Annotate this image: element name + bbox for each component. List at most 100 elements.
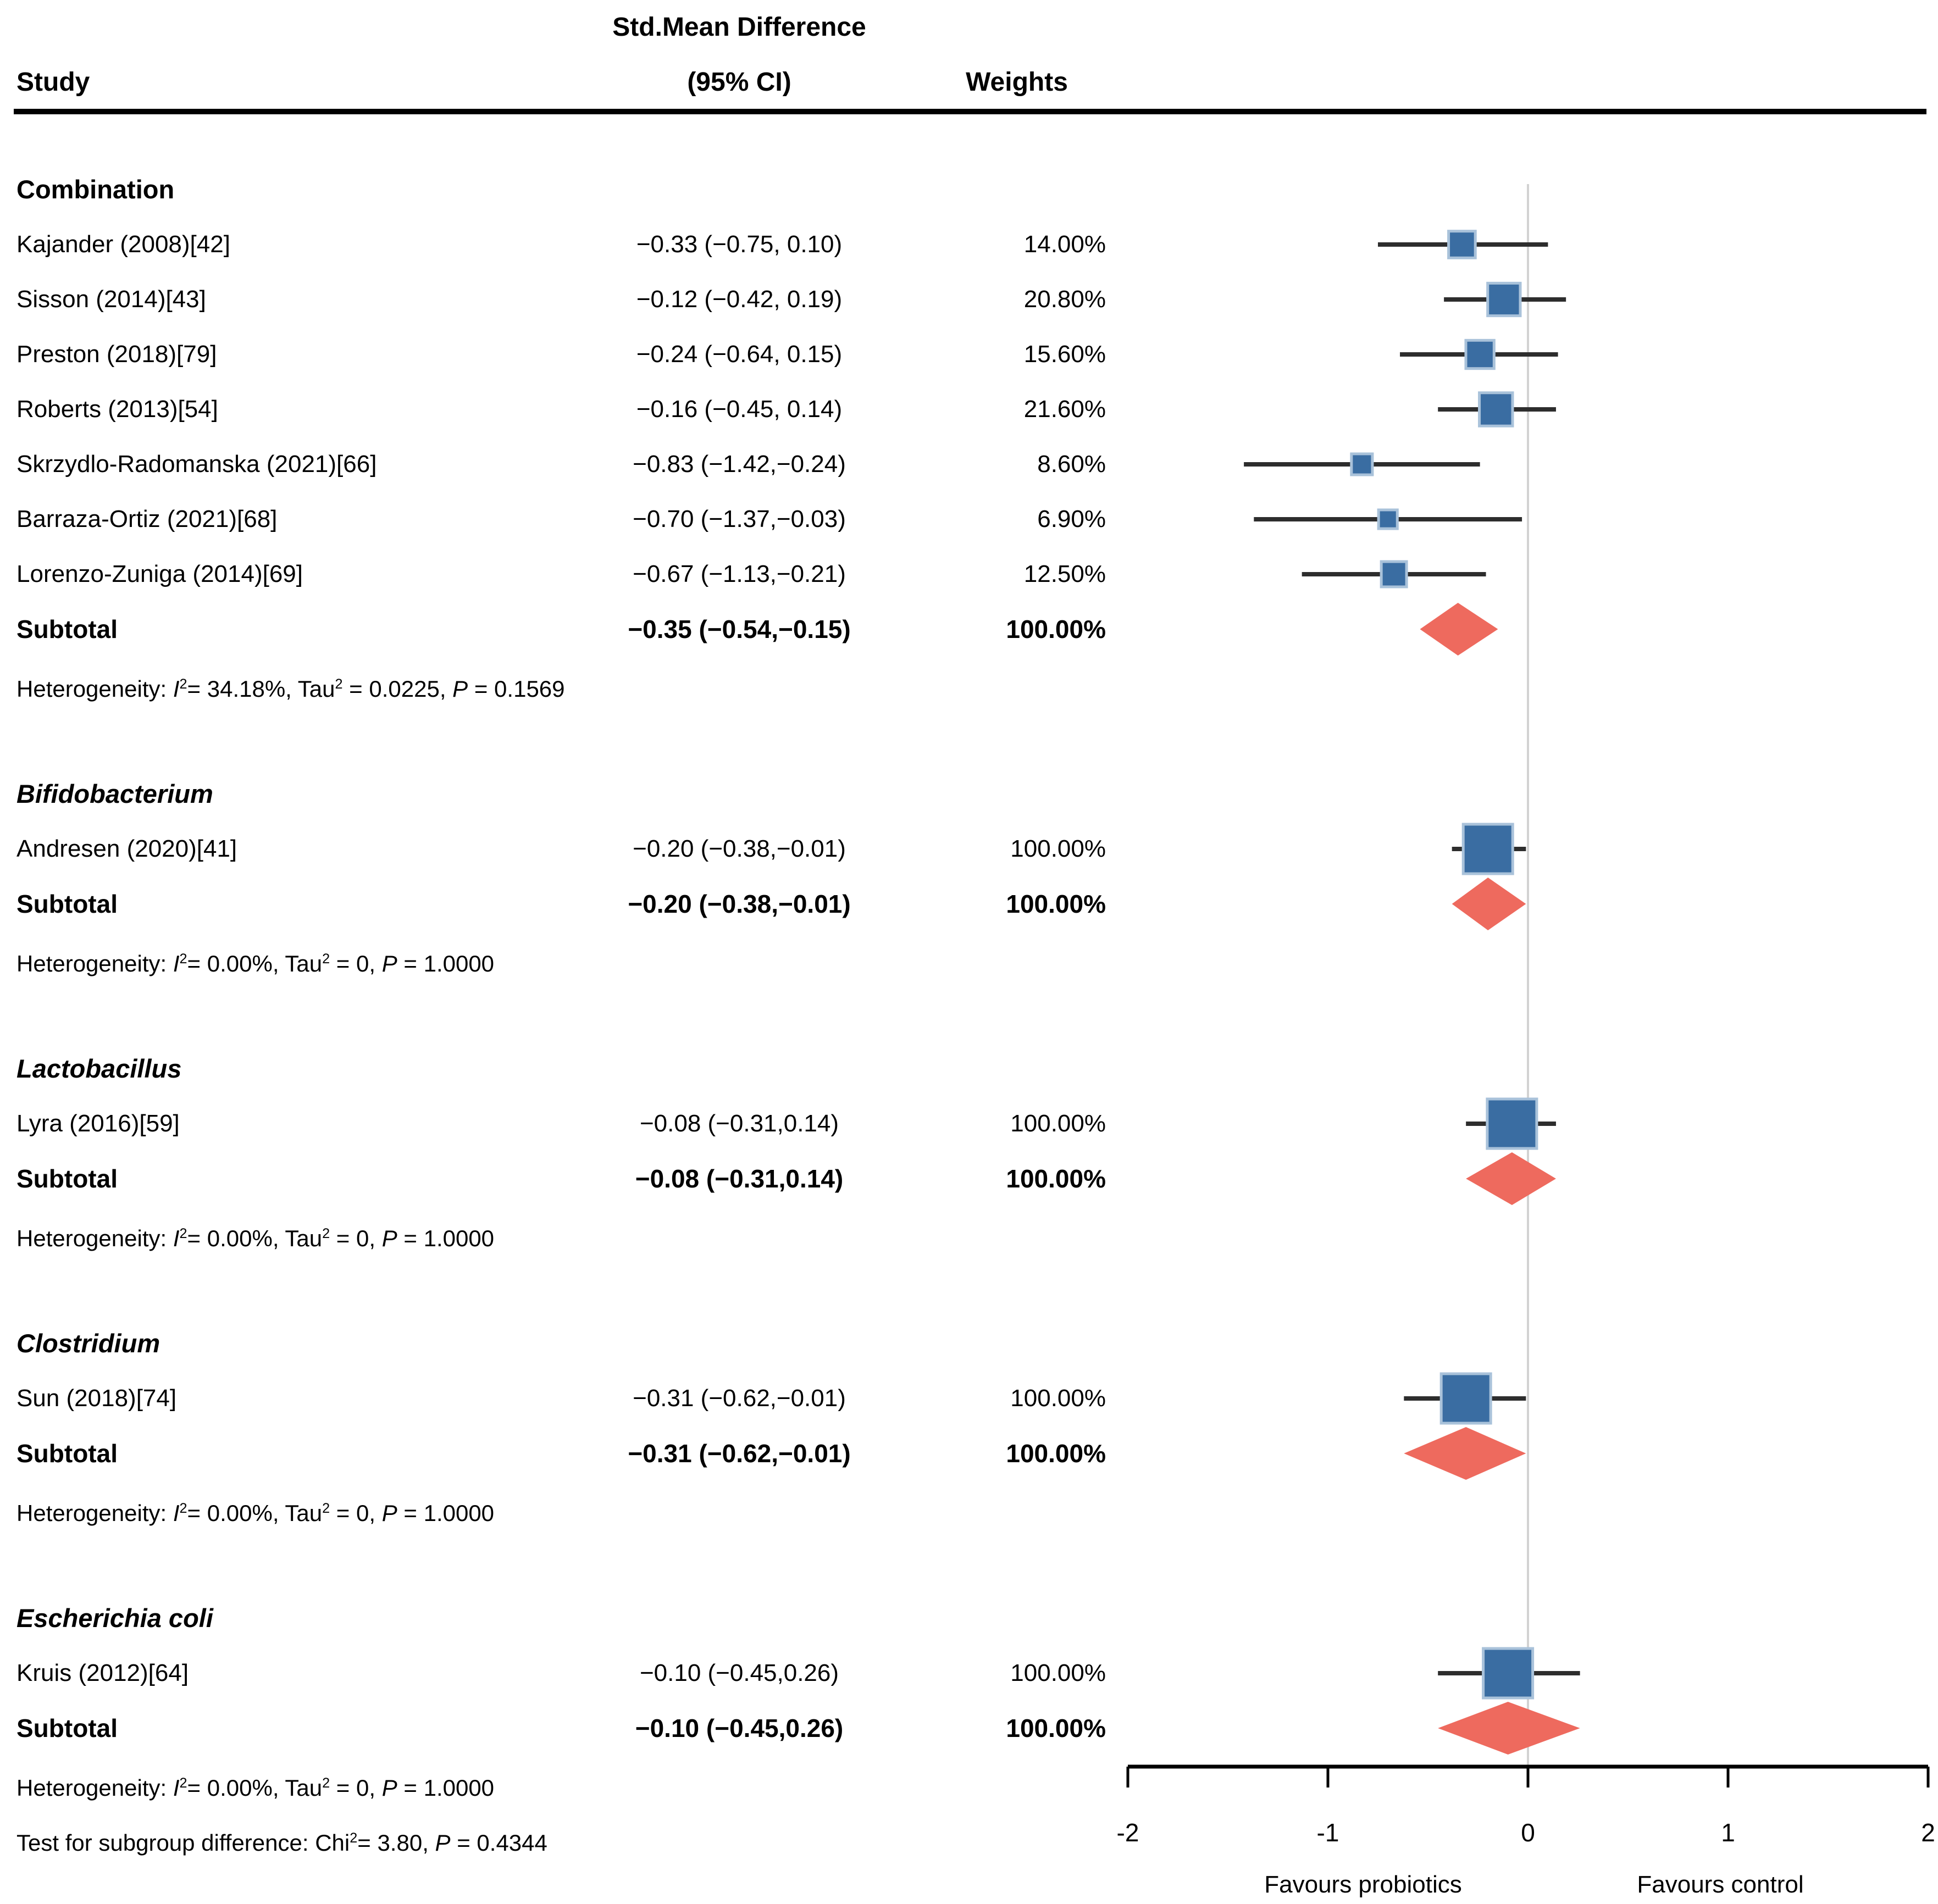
subtotal-diamond-marker xyxy=(1466,1152,1556,1205)
study-weight-value: 100.00% xyxy=(1010,1659,1106,1686)
group-heading: Clostridium xyxy=(16,1329,160,1358)
study-label: Roberts (2013)[54] xyxy=(16,396,218,423)
study-ci-value: −0.12 (−0.42, 0.19) xyxy=(636,286,843,313)
text-segment: 2 xyxy=(322,1226,330,1241)
column-header-weights: Weights xyxy=(966,68,1068,97)
study-label: Andresen (2020)[41] xyxy=(16,835,237,862)
subtotal-weight-value: 100.00% xyxy=(1006,890,1106,918)
study-weight-value: 100.00% xyxy=(1010,1110,1106,1137)
effect-square-marker xyxy=(1447,230,1477,259)
subtotal-ci-value: −0.31 (−0.62,−0.01) xyxy=(628,1439,851,1468)
axis-tick-label: -1 xyxy=(1316,1818,1339,1847)
study-ci-value: −0.83 (−1.42,−0.24) xyxy=(633,451,846,478)
subtotal-diamond-marker xyxy=(1438,1702,1580,1755)
axis-tick-label: 2 xyxy=(1921,1818,1935,1847)
text-segment: Heterogeneity: xyxy=(16,1225,173,1251)
subtotal-diamond-marker xyxy=(1404,1427,1526,1480)
effect-square-marker xyxy=(1377,508,1399,530)
study-label: Lyra (2016)[59] xyxy=(16,1110,180,1137)
text-segment: = 1.0000 xyxy=(397,1500,495,1526)
text-segment: P xyxy=(381,1500,397,1526)
study-label: Preston (2018)[79] xyxy=(16,341,217,368)
column-header-effect-line2: (95% CI) xyxy=(687,68,791,97)
study-ci-value: −0.20 (−0.38,−0.01) xyxy=(633,835,846,862)
study-weight-value: 14.00% xyxy=(1023,231,1106,258)
text-segment: 2 xyxy=(179,1501,187,1516)
text-segment: 2 xyxy=(179,1226,187,1241)
text-segment: = 0.00%, Tau xyxy=(187,951,323,976)
text-segment: P xyxy=(452,676,468,702)
text-segment: = 34.18%, Tau xyxy=(187,676,335,702)
study-label: Skrzydlo-Radomanska (2021)[66] xyxy=(16,451,377,478)
axis-annotation-left: Favours probiotics xyxy=(1264,1871,1462,1898)
group-heading: Bifidobacterium xyxy=(16,779,213,808)
text-segment: = 0, xyxy=(330,1500,382,1526)
text-segment: = 1.0000 xyxy=(397,951,495,976)
heterogeneity-note: Heterogeneity: I2= 34.18%, Tau2 = 0.0225… xyxy=(16,657,1088,712)
subgroup-test-note: Test for subgroup difference: Chi2= 3.80… xyxy=(16,1811,1088,1866)
study-ci-value: −0.24 (−0.64, 0.15) xyxy=(636,341,843,368)
subtotal-ci-value: −0.20 (−0.38,−0.01) xyxy=(628,890,851,918)
heterogeneity-note: Heterogeneity: I2= 0.00%, Tau2 = 0, P = … xyxy=(16,1481,1088,1536)
subtotal-label: Subtotal xyxy=(16,890,118,918)
effect-square-marker xyxy=(1478,391,1514,428)
study-weight-value: 15.60% xyxy=(1023,341,1106,368)
column-header-study: Study xyxy=(16,68,90,97)
study-weight-value: 20.80% xyxy=(1023,286,1106,313)
study-label: Lorenzo-Zuniga (2014)[69] xyxy=(16,560,303,587)
heterogeneity-note: Heterogeneity: I2= 0.00%, Tau2 = 0, P = … xyxy=(16,1206,1088,1261)
text-segment: Test for subgroup difference: Chi xyxy=(16,1830,350,1856)
study-ci-value: −0.10 (−0.45,0.26) xyxy=(639,1659,839,1686)
text-segment: = 0.00%, Tau xyxy=(187,1225,323,1251)
text-segment: P xyxy=(381,1225,397,1251)
subtotal-weight-value: 100.00% xyxy=(1006,1164,1106,1193)
axis-annotation-right: Favours control xyxy=(1637,1871,1804,1898)
study-weight-value: 100.00% xyxy=(1010,1385,1106,1412)
text-segment: Heterogeneity: xyxy=(16,1500,173,1526)
heterogeneity-note: Heterogeneity: I2= 0.00%, Tau2 = 0, P = … xyxy=(16,931,1088,986)
axis-tick-label: 0 xyxy=(1521,1818,1535,1847)
text-segment: = 0.1569 xyxy=(468,676,565,702)
axis-tick-label: -2 xyxy=(1116,1818,1139,1847)
subtotal-diamond-marker xyxy=(1420,603,1498,656)
study-label: Sun (2018)[74] xyxy=(16,1385,177,1412)
group-heading: Lactobacillus xyxy=(16,1054,182,1083)
study-ci-value: −0.33 (−0.75, 0.10) xyxy=(636,231,843,258)
effect-square-marker xyxy=(1350,452,1374,476)
text-segment: 2 xyxy=(322,1501,330,1516)
column-header-effect-line1: Std.Mean Difference xyxy=(612,13,866,42)
subtotal-label: Subtotal xyxy=(16,615,118,643)
subtotal-ci-value: −0.08 (−0.31,0.14) xyxy=(635,1164,844,1193)
text-segment: 2 xyxy=(322,951,330,967)
group-heading: Combination xyxy=(16,175,175,204)
text-segment: I xyxy=(173,1775,180,1801)
study-ci-value: −0.70 (−1.37,−0.03) xyxy=(633,506,846,532)
group-heading: Escherichia coli xyxy=(16,1603,213,1633)
study-label: Barraza-Ortiz (2021)[68] xyxy=(16,506,278,532)
text-segment: 2 xyxy=(350,1830,358,1846)
effect-square-marker xyxy=(1380,560,1408,589)
study-weight-value: 21.60% xyxy=(1023,396,1106,423)
text-segment: = 0, xyxy=(330,1225,382,1251)
text-segment: 2 xyxy=(322,1775,330,1791)
text-segment: Heterogeneity: xyxy=(16,1775,173,1801)
study-weight-value: 100.00% xyxy=(1010,835,1106,862)
effect-square-marker xyxy=(1486,1097,1538,1150)
text-segment: I xyxy=(173,951,180,976)
study-ci-value: −0.31 (−0.62,−0.01) xyxy=(633,1385,846,1412)
effect-square-marker xyxy=(1486,281,1522,318)
text-segment: P xyxy=(381,951,397,976)
subtotal-ci-value: −0.35 (−0.54,−0.15) xyxy=(628,615,851,643)
study-label: Kajander (2008)[42] xyxy=(16,231,230,258)
text-segment: = 3.80, xyxy=(357,1830,435,1856)
text-segment: 2 xyxy=(335,676,343,692)
study-label: Sisson (2014)[43] xyxy=(16,286,206,313)
text-segment: I xyxy=(173,1500,180,1526)
study-label: Kruis (2012)[64] xyxy=(16,1659,189,1686)
subtotal-diamond-marker xyxy=(1452,878,1526,930)
study-ci-value: −0.08 (−0.31,0.14) xyxy=(639,1110,839,1137)
study-weight-value: 12.50% xyxy=(1023,560,1106,587)
effect-square-marker xyxy=(1464,338,1496,370)
